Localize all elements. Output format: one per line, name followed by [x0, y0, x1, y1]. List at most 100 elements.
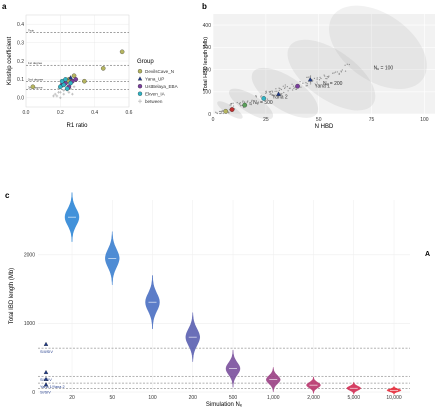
a-point-between	[71, 92, 74, 96]
b-sample-point	[307, 77, 313, 82]
b-sim-point	[305, 85, 307, 87]
b-sim-point	[243, 101, 246, 103]
a-point-between	[53, 92, 57, 96]
b-sim-point	[306, 85, 308, 87]
legend-key-DevilsCave_N	[137, 69, 143, 74]
b-sim-point	[260, 95, 262, 97]
b-sim-point	[219, 110, 221, 113]
c-xtick-label: 100	[148, 395, 157, 401]
b-sim-point	[249, 102, 251, 104]
b-annotation: Nₑ = 200	[323, 81, 343, 87]
b-sim-point	[249, 103, 251, 105]
b-sim-point	[295, 88, 298, 90]
a-point-Ekven_IA	[68, 80, 73, 86]
a-point-DevilsCave_N	[82, 78, 87, 84]
a-point-Ekven_IA	[61, 82, 67, 88]
a-point-between	[59, 96, 62, 100]
b-sim-point	[316, 77, 318, 79]
b-sim-point	[324, 75, 326, 77]
b-sim-point	[306, 76, 308, 79]
b-sim-point	[239, 102, 241, 104]
b-sim-point	[246, 101, 248, 103]
panel-label-a: a	[2, 2, 7, 11]
a-point-Ekven_IA	[59, 78, 65, 84]
panel-b-hbd-plot: Yana 1 Yana 2 Nₑ = 100 Nₑ = 200 Nₑ = 500 0 25…	[203, 5, 435, 130]
b-annotation: Nₑ = 100	[374, 66, 394, 72]
legend-title: Group	[137, 59, 154, 65]
b-ytick-label: 300	[203, 45, 212, 51]
b-sim-point	[265, 92, 267, 94]
b-sim-point	[325, 77, 327, 80]
b-sim-point	[346, 63, 348, 65]
a-point-between	[62, 92, 66, 96]
a-point-UstBelaya_EBA	[73, 77, 79, 82]
a-point-Ekven_IA	[58, 84, 63, 90]
b-sim-point	[255, 95, 257, 97]
a-point-DevilsCave_N	[119, 49, 125, 55]
b-sim-point	[278, 87, 280, 89]
b-sim-point	[289, 87, 291, 89]
c-refline-label: SIII/SIV	[40, 350, 53, 354]
b-sim-point	[279, 88, 281, 90]
b-sim-point	[275, 88, 277, 90]
b-sim-point	[270, 92, 272, 95]
b-sim-point	[292, 85, 295, 87]
b-sim-point	[238, 102, 240, 105]
b-sim-point	[222, 112, 224, 115]
b-sim-point	[309, 81, 312, 83]
b-sim-point	[280, 88, 283, 91]
b-sim-point	[309, 75, 312, 77]
b-annotation: Nₑ = 500	[253, 100, 273, 106]
a-point-between	[52, 94, 55, 98]
b-sim-point	[221, 110, 223, 112]
b-xtick-label: 50	[316, 117, 322, 123]
legend-label: UstBelaya_EBA	[145, 84, 179, 89]
a-xtick-label: 0.0	[23, 110, 30, 116]
b-sim-point	[265, 90, 267, 93]
b-sim-point	[231, 102, 233, 105]
b-sim-point	[284, 84, 286, 86]
b-sim-point	[287, 90, 289, 92]
b-sim-point	[344, 70, 347, 72]
b-ytick-label: 400	[203, 23, 212, 29]
a-xtick-label: 0.2	[57, 110, 64, 116]
b-sim-point	[242, 101, 244, 103]
b-sim-point	[250, 104, 252, 106]
c-xtick-label: 10,000	[386, 395, 402, 401]
a-point-between	[62, 89, 66, 92]
b-sample-point	[295, 83, 300, 89]
b-sample-point	[242, 102, 248, 108]
b-sim-point	[327, 76, 330, 78]
a-point-Ekven_IA	[63, 77, 68, 82]
legend-key-UstBelaya_EBA	[137, 84, 143, 89]
c-ytick-label: 2000	[24, 253, 35, 259]
b-sim-point	[302, 82, 304, 84]
panel-label-b: b	[202, 2, 207, 11]
b-sim-point	[268, 91, 270, 93]
b-ytick-label: 200	[203, 67, 212, 73]
b-sim-point	[250, 100, 253, 102]
b-sim-point	[281, 93, 283, 95]
b-sim-point	[320, 77, 322, 80]
b-ytick-label: 0	[208, 112, 211, 118]
b-simulation-cloud	[328, 5, 427, 90]
c-refline-label: SI/SIV	[40, 391, 51, 395]
legend-label: Ekven_IA	[145, 92, 166, 97]
a-point-between	[57, 90, 60, 94]
b-sim-point	[274, 90, 276, 92]
c-ytick-label: 0	[32, 390, 35, 396]
b-sim-point	[323, 74, 325, 76]
b-sim-point	[236, 101, 238, 104]
panel-a-kinship-plot: Twin 1st degree 2nd degree 3rd degree 0.0 0.…	[7, 14, 179, 129]
b-sim-point	[269, 90, 271, 93]
b-sim-point	[282, 85, 284, 87]
a-point-DevilsCave_N	[30, 84, 36, 90]
a-hline-label: 3rd degree	[28, 86, 43, 90]
a-ytick-label: 0.1	[17, 77, 24, 83]
b-sim-point	[280, 94, 282, 96]
panel-label-c: c	[5, 191, 10, 200]
b-sim-point	[251, 99, 253, 101]
legend-label: between	[145, 99, 163, 104]
b-sim-point	[348, 63, 350, 66]
legend-key-Ekven_IA	[137, 91, 143, 96]
